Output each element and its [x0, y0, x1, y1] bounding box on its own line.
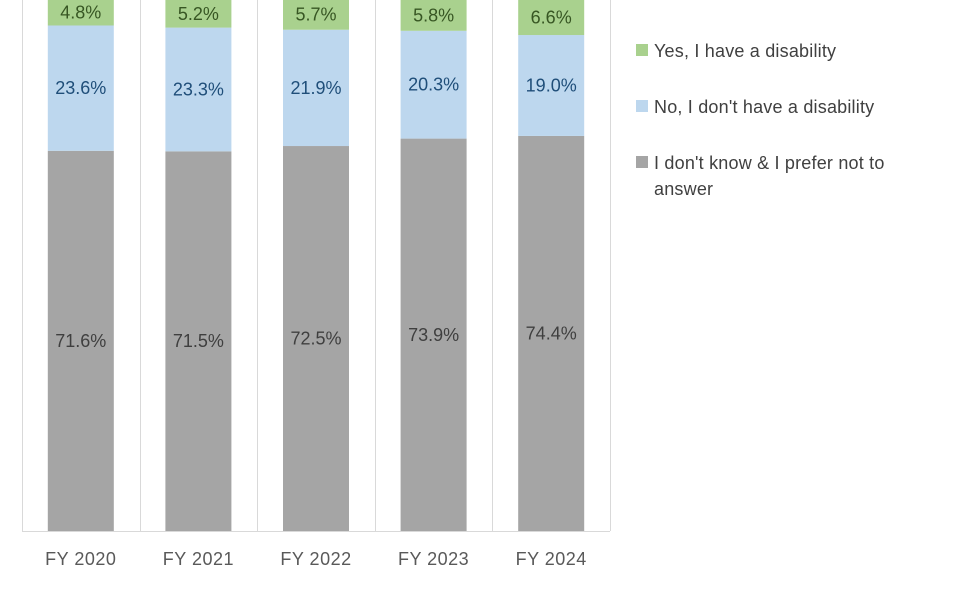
x-tick-label: FY 2021: [163, 549, 234, 569]
legend-item-yes: Yes, I have a disability: [636, 38, 936, 64]
data-label: 71.5%: [173, 331, 224, 351]
data-label: 5.2%: [178, 4, 219, 24]
legend-swatch-no: [636, 100, 648, 112]
legend-label-yes: Yes, I have a disability: [654, 41, 837, 61]
bar-segment: [400, 30, 467, 139]
data-label: 23.3%: [173, 79, 224, 99]
bar-segment: [165, 27, 232, 152]
legend-swatch-unknown: [636, 156, 648, 168]
legend-item-unknown: I don't know & I prefer not to answer: [636, 150, 936, 202]
bar-segment: [518, 0, 585, 36]
x-tick-label: FY 2024: [516, 549, 587, 569]
bar-segment: [283, 0, 349, 30]
bar-segment: [518, 135, 585, 531]
legend-item-no: No, I don't have a disability: [636, 94, 936, 120]
data-label: 5.8%: [413, 5, 454, 25]
data-label: 4.8%: [60, 3, 101, 23]
data-label: 73.9%: [408, 325, 459, 345]
bar-segment: [283, 29, 349, 147]
bar-segment: [400, 138, 467, 531]
data-label: 23.6%: [55, 78, 106, 98]
data-label: 5.7%: [295, 5, 336, 25]
x-tick-label: FY 2022: [280, 549, 351, 569]
bar-segment: [518, 35, 585, 136]
data-label: 20.3%: [408, 75, 459, 95]
bar-segment: [283, 146, 349, 531]
bar-segment: [47, 150, 114, 531]
legend-label-unknown: I don't know & I prefer not to answer: [654, 153, 885, 199]
data-label: 72.5%: [290, 329, 341, 349]
bar-segment: [165, 151, 232, 531]
x-tick-label: FY 2020: [45, 549, 116, 569]
bar-segment: [400, 0, 467, 31]
data-label: 74.4%: [526, 323, 577, 343]
legend-swatch-yes: [636, 44, 648, 56]
chart-legend: Yes, I have a disability No, I don't hav…: [636, 38, 936, 232]
bar-segment: [47, 0, 114, 26]
x-tick-label: FY 2023: [398, 549, 469, 569]
data-label: 19.0%: [526, 75, 577, 95]
data-label: 21.9%: [290, 78, 341, 98]
bar-segment: [165, 0, 232, 28]
legend-label-no: No, I don't have a disability: [654, 97, 875, 117]
data-label: 6.6%: [531, 8, 572, 28]
bar-segment: [47, 25, 114, 151]
data-label: 71.6%: [55, 331, 106, 351]
